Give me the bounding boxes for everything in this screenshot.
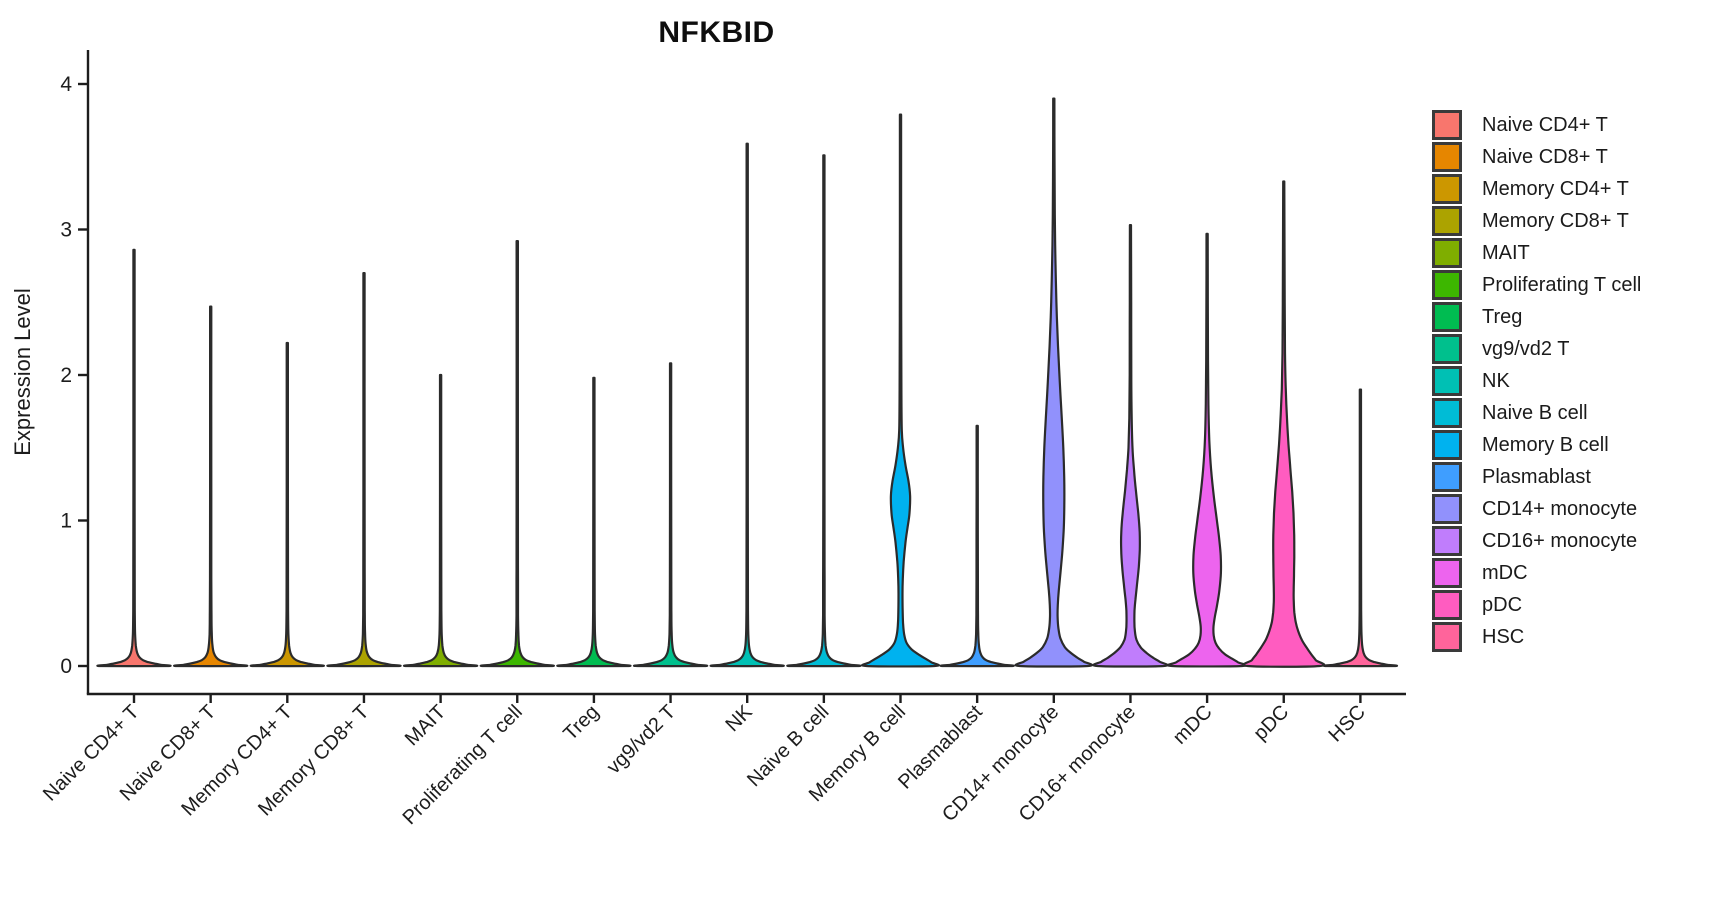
legend-label: CD14+ monocyte xyxy=(1482,498,1638,520)
legend-swatch-icon xyxy=(1432,558,1462,588)
legend-item-proliferating-t-cell: Proliferating T cell xyxy=(1432,270,1641,300)
legend-label: Naive B cell xyxy=(1482,402,1588,424)
legend-label: pDC xyxy=(1482,594,1523,616)
y-tick-label: 2 xyxy=(60,364,72,387)
violin-naive-cd4-t xyxy=(96,248,172,668)
legend-item-mait: MAIT xyxy=(1432,238,1641,268)
legend-item-memory-cd4-t: Memory CD4+ T xyxy=(1432,174,1641,204)
legend-label: Memory B cell xyxy=(1482,434,1609,456)
violin-proliferating-t-cell xyxy=(479,240,555,668)
legend-label: Naive CD4+ T xyxy=(1482,114,1608,136)
legend-item-naive-b-cell: Naive B cell xyxy=(1432,398,1641,428)
legend: Naive CD4+ T Naive CD8+ T Memory CD4+ T Mem… xyxy=(1432,110,1641,654)
violin-cd16-monocyte xyxy=(1092,224,1169,668)
legend-item-mdc: mDC xyxy=(1432,558,1641,588)
legend-label: Treg xyxy=(1482,306,1523,328)
legend-swatch-icon xyxy=(1432,398,1462,428)
violin-naive-b-cell xyxy=(786,154,862,668)
violin-vg9-vd2-t xyxy=(632,362,709,668)
legend-swatch-icon xyxy=(1432,366,1462,396)
legend-label: Plasmablast xyxy=(1482,466,1591,488)
legend-swatch-icon xyxy=(1432,622,1462,652)
legend-label: Proliferating T cell xyxy=(1482,274,1642,296)
violin-memory-cd8-t xyxy=(326,272,402,668)
x-tick-label-hsc: HSC xyxy=(1325,701,1370,746)
y-axis-title: Expression Level xyxy=(10,288,35,456)
legend-item-memory-b-cell: Memory B cell xyxy=(1432,430,1641,460)
legend-label: mDC xyxy=(1482,562,1528,584)
y-tick-label: 0 xyxy=(60,655,72,678)
y-tick-label: 3 xyxy=(60,219,72,242)
legend-item-naive-cd4-t: Naive CD4+ T xyxy=(1432,110,1641,140)
violin-mdc xyxy=(1166,232,1248,668)
x-tick-label-vg9-vd2-t: vg9/vd2 T xyxy=(603,701,680,778)
legend-label: CD16+ monocyte xyxy=(1482,530,1638,552)
legend-swatch-icon xyxy=(1432,526,1462,556)
legend-swatch-icon xyxy=(1432,110,1462,140)
violin-naive-cd8-t xyxy=(173,305,249,668)
x-tick-label-nk: NK xyxy=(722,701,758,737)
legend-swatch-icon xyxy=(1432,494,1462,524)
legend-item-pdc: pDC xyxy=(1432,590,1641,620)
violin-nk xyxy=(709,142,785,668)
violin-plasmablast xyxy=(939,424,1015,668)
legend-swatch-icon xyxy=(1432,334,1462,364)
legend-swatch-icon xyxy=(1432,206,1462,236)
legend-label: Naive CD8+ T xyxy=(1482,146,1608,168)
legend-item-nk: NK xyxy=(1432,366,1641,396)
legend-item-hsc: HSC xyxy=(1432,622,1641,652)
violin-pdc xyxy=(1242,180,1326,668)
legend-item-treg: Treg xyxy=(1432,302,1641,332)
violin-mait xyxy=(402,373,479,668)
violin-cd14-monocyte xyxy=(1014,97,1094,668)
legend-item-cd14-monocyte: CD14+ monocyte xyxy=(1432,494,1641,524)
x-tick-label-mait: MAIT xyxy=(401,701,450,750)
x-tick-label-mdc: mDC xyxy=(1169,701,1217,749)
plot-title: NFKBID xyxy=(658,16,775,49)
legend-item-memory-cd8-t: Memory CD8+ T xyxy=(1432,206,1641,236)
violin-memory-cd4-t xyxy=(249,341,325,668)
violin-treg xyxy=(556,376,632,668)
legend-label: NK xyxy=(1482,370,1510,392)
legend-swatch-icon xyxy=(1432,462,1462,492)
legend-item-cd16-monocyte: CD16+ monocyte xyxy=(1432,526,1641,556)
legend-label: vg9/vd2 T xyxy=(1482,338,1570,360)
legend-swatch-icon xyxy=(1432,590,1462,620)
legend-swatch-icon xyxy=(1432,270,1462,300)
legend-swatch-icon xyxy=(1432,302,1462,332)
legend-label: MAIT xyxy=(1482,242,1530,264)
legend-swatch-icon xyxy=(1432,174,1462,204)
legend-item-vg9-vd2-t: vg9/vd2 T xyxy=(1432,334,1641,364)
violin-hsc xyxy=(1322,388,1399,668)
legend-swatch-icon xyxy=(1432,238,1462,268)
legend-label: HSC xyxy=(1482,626,1525,648)
legend-item-naive-cd8-t: Naive CD8+ T xyxy=(1432,142,1641,172)
x-tick-label-treg: Treg xyxy=(559,701,603,745)
x-tick-label-pdc: pDC xyxy=(1249,701,1293,745)
y-tick-label: 4 xyxy=(60,73,72,96)
y-tick-label: 1 xyxy=(60,510,72,533)
legend-swatch-icon xyxy=(1432,430,1462,460)
violin-memory-b-cell xyxy=(861,113,940,668)
legend-item-plasmablast: Plasmablast xyxy=(1432,462,1641,492)
legend-label: Memory CD8+ T xyxy=(1482,210,1629,232)
legend-label: Memory CD4+ T xyxy=(1482,178,1629,200)
legend-swatch-icon xyxy=(1432,142,1462,172)
